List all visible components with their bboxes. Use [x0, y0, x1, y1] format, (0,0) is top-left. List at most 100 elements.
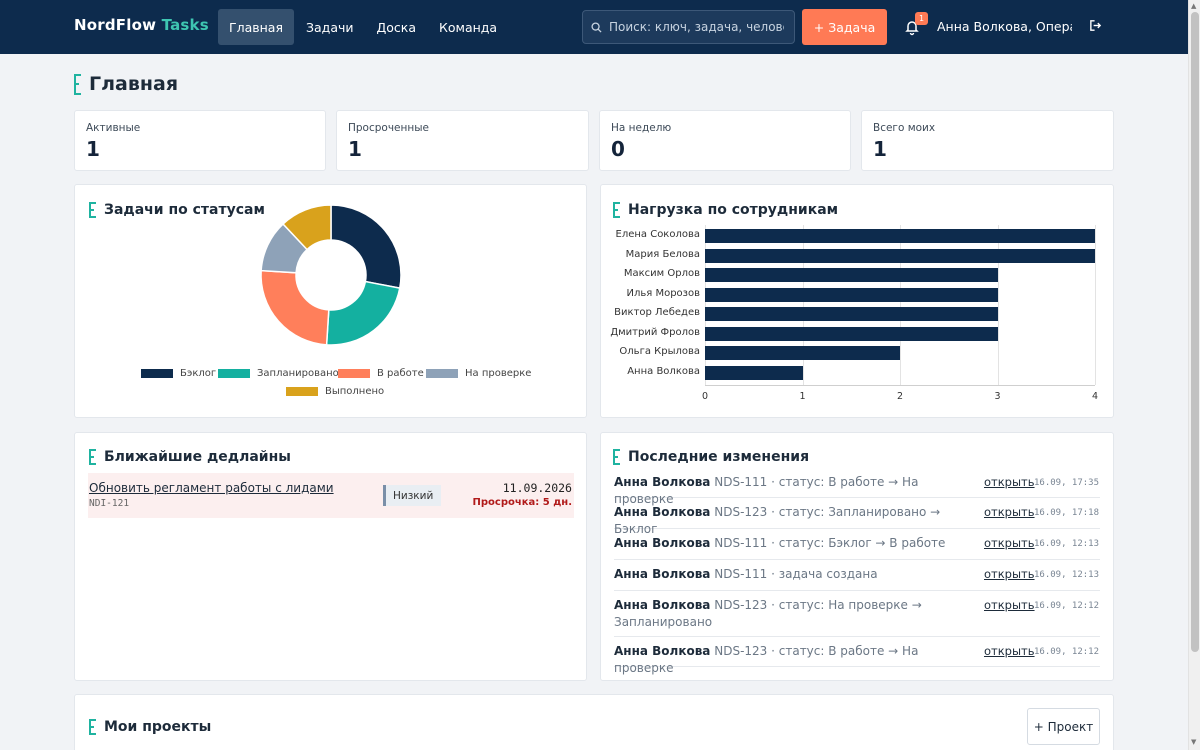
card-title: Нагрузка по сотрудникам [613, 202, 838, 218]
workload-bar[interactable] [705, 268, 998, 282]
change-user: Анна Волкова [614, 644, 711, 658]
workload-bar[interactable] [705, 287, 998, 302]
change-text: Анна Волкова NDS-111 · статус: В работе … [614, 474, 974, 508]
workload-bar[interactable] [705, 346, 900, 360]
card-title: Последние изменения [613, 449, 809, 465]
legend-label: Бэклог [180, 368, 217, 379]
grid-line [900, 225, 901, 385]
x-tick-label: 4 [1091, 391, 1099, 402]
stat-value: 1 [873, 137, 887, 161]
x-tick-label: 2 [896, 391, 904, 402]
bell-icon[interactable] [904, 18, 920, 36]
deadline-task-key: NDI-121 [89, 498, 130, 509]
scroll-thumb[interactable] [1191, 12, 1199, 652]
card-title: Мои проекты [89, 719, 211, 735]
priority-badge: Низкий [383, 485, 442, 506]
stat-card-overdue: Просроченные 1 [336, 110, 589, 171]
top-navbar: NordFlow Tasks Главная Задачи Доска Кома… [0, 0, 1188, 54]
recent-changes-card: Последние изменения [600, 432, 1114, 681]
stat-value: 1 [86, 137, 100, 161]
y-tick-label: Анна Волкова [627, 365, 700, 377]
scroll-down-icon[interactable]: ▼ [1191, 738, 1197, 746]
change-open-link[interactable]: открыть [984, 505, 1035, 519]
y-tick-label: Мария Белова [625, 248, 700, 260]
page-title: Главная [74, 73, 178, 95]
workload-bar[interactable] [705, 307, 998, 321]
nav-item-board[interactable]: Доска [376, 19, 417, 35]
workload-bar[interactable] [705, 229, 1095, 243]
y-tick-label: Виктор Лебедев [614, 307, 700, 318]
grid-line [997, 225, 999, 385]
nav-item-tasks[interactable]: Задачи [306, 19, 354, 35]
nav-item-team[interactable]: Команда [439, 19, 498, 35]
legend-item-review[interactable]: На проверке [426, 368, 531, 379]
card-title: Задачи по статусам [89, 202, 265, 218]
add-task-button[interactable]: + Задача [802, 9, 887, 45]
donut-slice-0[interactable] [330, 204, 402, 289]
donut-slice-1[interactable] [325, 280, 401, 346]
legend-swatch [286, 387, 318, 396]
deadline-date: 11.09.2026 [502, 481, 572, 495]
stat-label: Активные [86, 122, 141, 134]
status-chart-card: Задачи по статусам Бэклог Запланировано … [74, 184, 587, 418]
donut-slice-2[interactable] [260, 269, 330, 346]
x-tick-label: 1 [799, 391, 806, 402]
scroll-up-icon[interactable]: ▲ [1191, 2, 1197, 10]
status-donut-chart [260, 204, 402, 346]
legend-item-in-progress[interactable]: В работе [338, 368, 424, 379]
change-item: Анна Волкова NDS-123 · статус: В работе … [614, 643, 1100, 675]
search-input[interactable] [609, 20, 784, 34]
change-text: Анна Волкова NDS-123 · статус: В работе … [614, 643, 974, 677]
change-description: NDS-111 · задача создана [714, 567, 878, 581]
change-open-link[interactable]: открыть [984, 598, 1035, 612]
card-title-text: Мои проекты [104, 719, 212, 735]
user-menu[interactable]: Анна Волкова, Операционный [937, 19, 1072, 34]
grid-line [705, 225, 706, 385]
card-title-text: Последние изменения [628, 449, 810, 465]
change-open-link[interactable]: открыть [984, 567, 1035, 581]
search-icon [591, 21, 602, 33]
main-nav: Главная Задачи Доска Команда [218, 9, 509, 45]
nav-item-home[interactable]: Главная [218, 9, 294, 45]
deadline-item[interactable]: Обновить регламент работы с лидами NDI-1… [88, 473, 574, 518]
section-marker-icon [613, 449, 620, 465]
brand-logo[interactable]: NordFlow Tasks [74, 16, 209, 34]
stat-card-total: Всего моих 1 [861, 110, 1114, 171]
workload-bar[interactable] [705, 365, 803, 380]
change-description: NDS-111 · статус: В работе → На проверке [614, 475, 919, 506]
change-open-link[interactable]: открыть [984, 536, 1035, 550]
deadline-task-link[interactable]: Обновить регламент работы с лидами [89, 481, 334, 495]
change-open-link[interactable]: открыть [984, 475, 1035, 489]
change-time: 16.09, 12:13 [1034, 570, 1100, 580]
grid-line [1095, 225, 1096, 385]
search-box [582, 10, 795, 44]
legend-swatch [218, 369, 250, 378]
workload-bar[interactable] [705, 248, 1095, 263]
logout-icon[interactable] [1089, 19, 1102, 32]
legend-item-done[interactable]: Выполнено [286, 386, 384, 397]
donut-slice-4[interactable] [282, 204, 332, 251]
change-item: Анна Волкова NDS-111 · статус: В работе … [614, 474, 1100, 506]
change-text: Анна Волкова NDS-111 · статус: Бэклог → … [614, 535, 974, 552]
change-user: Анна Волкова [614, 567, 711, 581]
legend-label: Выполнено [325, 386, 385, 397]
change-time: 16.09, 17:18 [1034, 508, 1100, 518]
change-user: Анна Волкова [614, 598, 711, 612]
stat-card-week: На неделю 0 [599, 110, 851, 171]
y-tick-label: Дмитрий Фролов [610, 326, 700, 338]
section-marker-icon [89, 719, 96, 735]
add-project-button[interactable]: + Проект [1027, 708, 1100, 745]
legend-label: Запланировано [257, 368, 339, 379]
workload-bar[interactable] [705, 326, 998, 341]
x-tick-label: 0 [701, 391, 709, 402]
stat-label: Просроченные [348, 122, 429, 134]
change-item: Анна Волкова NDS-111 · статус: Бэклог → … [614, 535, 1100, 560]
legend-item-planned[interactable]: Запланировано [218, 368, 339, 379]
change-item: Анна Волкова NDS-123 · статус: Запланиро… [614, 504, 1100, 536]
card-title-text: Ближайшие дедлайны [104, 449, 291, 465]
legend-item-backlog[interactable]: Бэклог [141, 368, 216, 379]
brand-accent: Tasks [161, 16, 209, 34]
change-open-link[interactable]: открыть [984, 644, 1035, 658]
page-scrollbar[interactable]: ▲ ▼ [1188, 0, 1200, 750]
legend-swatch [141, 369, 173, 378]
